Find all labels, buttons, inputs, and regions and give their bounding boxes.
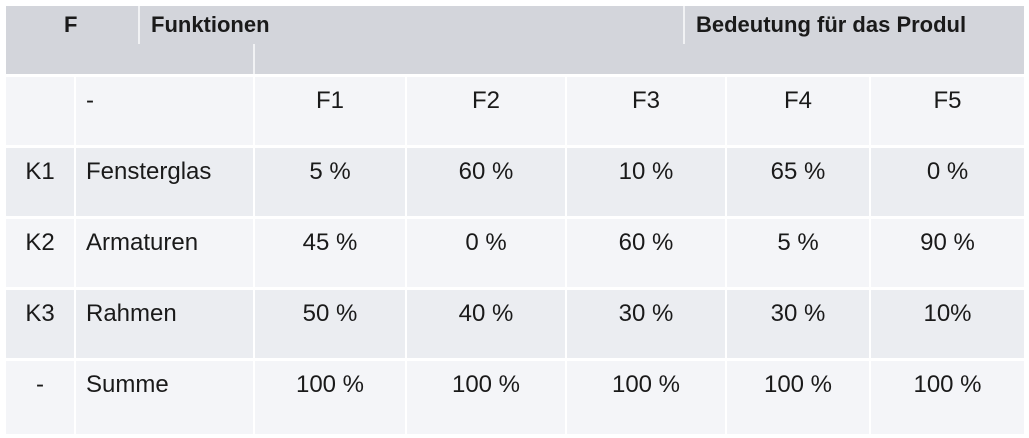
column-divider [253,77,255,145]
column-divider [869,219,871,287]
row-name: Fensterglas [86,158,212,185]
column-divider [565,290,567,358]
column-divider [74,361,76,434]
header-separator [6,74,1024,77]
column-divider [725,361,727,434]
row-name: Summe [86,371,169,398]
column-label-f3: F3 [631,87,660,114]
value-cell: 30 % [618,300,674,327]
column-label-f2: F2 [471,87,500,114]
column-label-name: - [86,87,94,114]
row-code: K3 [25,300,55,327]
header-bedeutung: Bedeutung für das Produl [696,12,967,37]
value-cell: 100 % [763,371,833,398]
value-cell: 10 % [618,158,674,185]
row-name: Armaturen [86,229,199,256]
column-divider [725,77,727,145]
column-divider [725,148,727,216]
value-cell: 65 % [770,158,826,185]
value-cell: 90 % [920,229,975,256]
column-divider [405,77,407,145]
table-row: K2 Armaturen 45 % 0 % 60 % 5 % 90 % [6,219,1024,287]
column-label-f1: F1 [315,87,344,114]
column-divider [565,219,567,287]
value-cell: 100 % [611,371,681,398]
value-cell: 60 % [618,229,674,256]
column-divider [253,290,255,358]
column-divider [869,77,871,145]
value-cell: 60 % [458,158,514,185]
table-header: F Funktionen Bedeutung für das Produl [6,6,1024,74]
value-cell: 0 % [465,229,507,256]
column-divider [725,290,727,358]
value-cell: 10% [923,300,972,327]
value-cell: 0 % [926,158,969,185]
column-divider [74,148,76,216]
column-label-row: - F1 F2 F3 F4 F5 [6,77,1024,145]
column-divider [74,219,76,287]
column-divider [405,219,407,287]
column-divider [565,77,567,145]
column-divider [869,148,871,216]
column-divider [253,148,255,216]
column-divider [565,361,567,434]
value-cell: 100 % [295,371,365,398]
value-cell: 5 % [777,229,819,256]
column-divider [869,361,871,434]
header-divider [683,6,685,44]
value-cell: 5 % [309,158,351,185]
column-divider [74,77,76,145]
functions-table: F Funktionen Bedeutung für das Produl - … [6,6,1024,434]
header-divider [253,44,255,74]
value-cell: 30 % [770,300,826,327]
row-name: Rahmen [86,300,177,327]
row-code: K2 [25,229,55,256]
column-divider [565,148,567,216]
column-divider [253,219,255,287]
column-label-f4: F4 [783,87,812,114]
row-code: - [36,371,44,398]
header-f: F [64,12,78,37]
column-divider [253,361,255,434]
column-divider [405,290,407,358]
value-cell: 100 % [451,371,521,398]
row-code: K1 [25,158,55,185]
column-divider [405,148,407,216]
value-cell: 40 % [458,300,514,327]
value-cell: 100 % [913,371,982,398]
column-divider [869,290,871,358]
column-divider [725,219,727,287]
table-row: K1 Fensterglas 5 % 60 % 10 % 65 % 0 % [6,148,1024,216]
value-cell: 45 % [302,229,358,256]
table-row-total: - Summe 100 % 100 % 100 % 100 % 100 % [6,361,1024,434]
table-row: K3 Rahmen 50 % 40 % 30 % 30 % 10% [6,290,1024,358]
value-cell: 50 % [302,300,358,327]
column-divider [74,290,76,358]
column-divider [405,361,407,434]
column-label-f5: F5 [933,87,962,114]
header-divider [138,6,140,44]
header-funktionen: Funktionen [151,12,270,37]
